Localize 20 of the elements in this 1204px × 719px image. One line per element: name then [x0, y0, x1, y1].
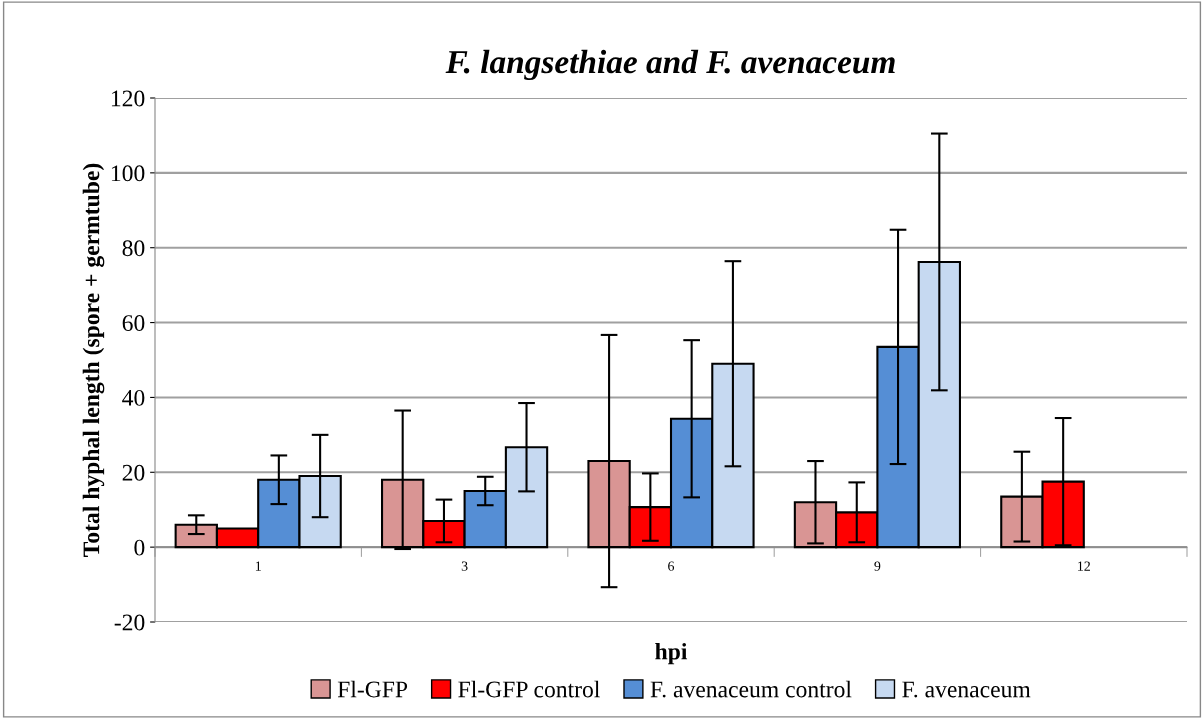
y-axis-title: Total hyphal length (spore + germtube) — [82, 163, 105, 557]
x-tick-label: 3 — [461, 561, 468, 571]
y-tick-label: 0 — [134, 539, 145, 556]
x-tick-label: 6 — [668, 561, 675, 571]
y-tick-label: -20 — [114, 614, 145, 631]
chart-title: F. langsethiae and F. avenaceum — [445, 49, 895, 81]
y-tick-label: 100 — [111, 165, 145, 182]
y-tick-label: 60 — [122, 315, 145, 331]
y-tick-label: 20 — [122, 464, 145, 481]
legend-label: F. avenaceum control — [650, 680, 852, 698]
x-tick-label: 9 — [874, 561, 881, 571]
x-tick-label: 12 — [1078, 561, 1090, 571]
legend-label: Fl-GFP control — [458, 680, 600, 698]
y-tick-label: 120 — [111, 90, 145, 107]
x-tick-label: 1 — [255, 561, 261, 571]
y-tick-label: 80 — [122, 240, 145, 257]
legend-label: F. avenaceum — [902, 681, 1031, 698]
legend-label: Fl-GFP — [337, 680, 408, 698]
x-axis-title: hpi — [655, 642, 688, 665]
y-tick-label: 40 — [122, 389, 145, 406]
